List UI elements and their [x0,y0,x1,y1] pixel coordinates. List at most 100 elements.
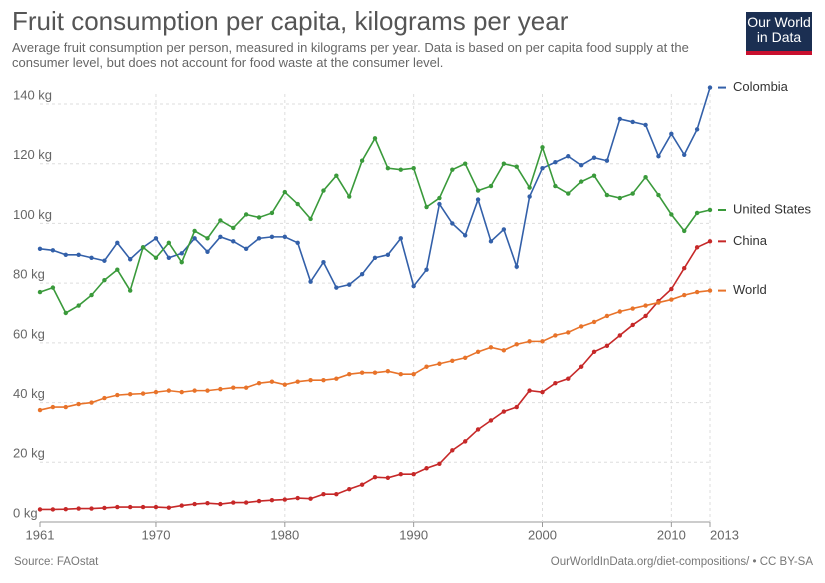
data-point [682,292,687,298]
data-point [630,191,635,196]
data-point [347,194,352,199]
legend-label: United States [733,201,812,216]
data-point [347,486,352,492]
data-point [411,372,416,377]
data-point [359,370,365,375]
data-point [50,248,56,253]
data-point [166,255,172,260]
data-point [591,319,597,325]
data-point [308,216,313,222]
data-point [115,240,120,246]
data-point [347,282,352,287]
data-point [475,427,481,432]
data-point [153,504,159,510]
data-point [295,240,300,246]
data-point [398,372,403,377]
data-point [205,500,210,506]
data-point [566,330,571,335]
data-point [462,439,468,444]
data-point [127,392,133,397]
y-tick-label: 40 kg [13,386,45,401]
y-tick-label: 0 kg [13,505,38,520]
data-point [37,407,43,413]
data-point [243,212,249,217]
data-point [450,167,455,172]
data-point [656,154,661,159]
data-point [437,361,442,366]
data-point [398,167,403,172]
x-tick-label: 1961 [26,527,55,542]
data-point [179,503,184,508]
data-point [218,218,223,223]
data-point [398,236,403,241]
data-point [205,236,210,241]
data-point [553,160,558,165]
data-point [501,409,507,414]
data-point [643,122,648,128]
data-point [694,289,700,295]
data-point [347,372,352,377]
data-point [501,161,507,166]
data-point [153,389,159,395]
data-point [321,260,326,265]
data-point [140,391,146,396]
data-point [50,285,56,290]
data-point [488,239,494,244]
data-point [372,370,378,375]
data-point [707,207,713,213]
legend-label: China [733,233,768,248]
data-point [540,389,545,395]
data-point [63,310,68,316]
data-point [115,504,120,510]
data-point [553,380,558,386]
credit-note[interactable]: OurWorldInData.org/diet-compositions/ • … [550,556,813,568]
data-point [37,289,43,295]
data-point [372,475,378,480]
data-point [243,246,249,252]
y-tick-label: 20 kg [13,446,45,461]
data-point [89,400,94,405]
data-point [450,221,455,226]
x-tick-label: 1970 [142,527,171,542]
data-point [475,188,481,193]
data-point [37,507,43,512]
data-point [604,158,610,163]
x-tick-label: 2013 [710,527,739,542]
series-line [39,136,711,315]
data-point [269,234,275,240]
data-point [411,165,416,171]
data-point [179,260,184,265]
data-point [282,382,288,387]
data-point [295,495,300,501]
data-point [424,204,429,210]
data-point [527,388,532,393]
x-tick-label: 1980 [270,527,299,542]
data-point [308,279,313,284]
data-point [578,163,584,168]
data-point [669,297,674,302]
y-tick-label: 140 kg [13,87,52,102]
data-point [102,258,107,263]
data-point [102,395,107,401]
series-line [39,289,711,411]
data-point [553,183,558,189]
data-point [630,322,635,328]
data-point [153,236,159,241]
x-tick-label: 2010 [657,527,686,542]
data-point [617,195,623,201]
data-point [591,349,597,355]
data-point [256,380,262,386]
data-point [282,189,288,195]
logo[interactable]: Our World in Data [746,12,812,55]
data-point [179,389,184,395]
data-point [192,228,197,234]
data-point [566,376,571,381]
data-point [462,233,468,238]
data-point [694,210,700,216]
data-point [527,185,532,190]
data-point [166,505,172,510]
data-point [604,192,610,198]
data-point [218,234,223,240]
data-point [656,192,661,198]
data-point [424,364,429,369]
